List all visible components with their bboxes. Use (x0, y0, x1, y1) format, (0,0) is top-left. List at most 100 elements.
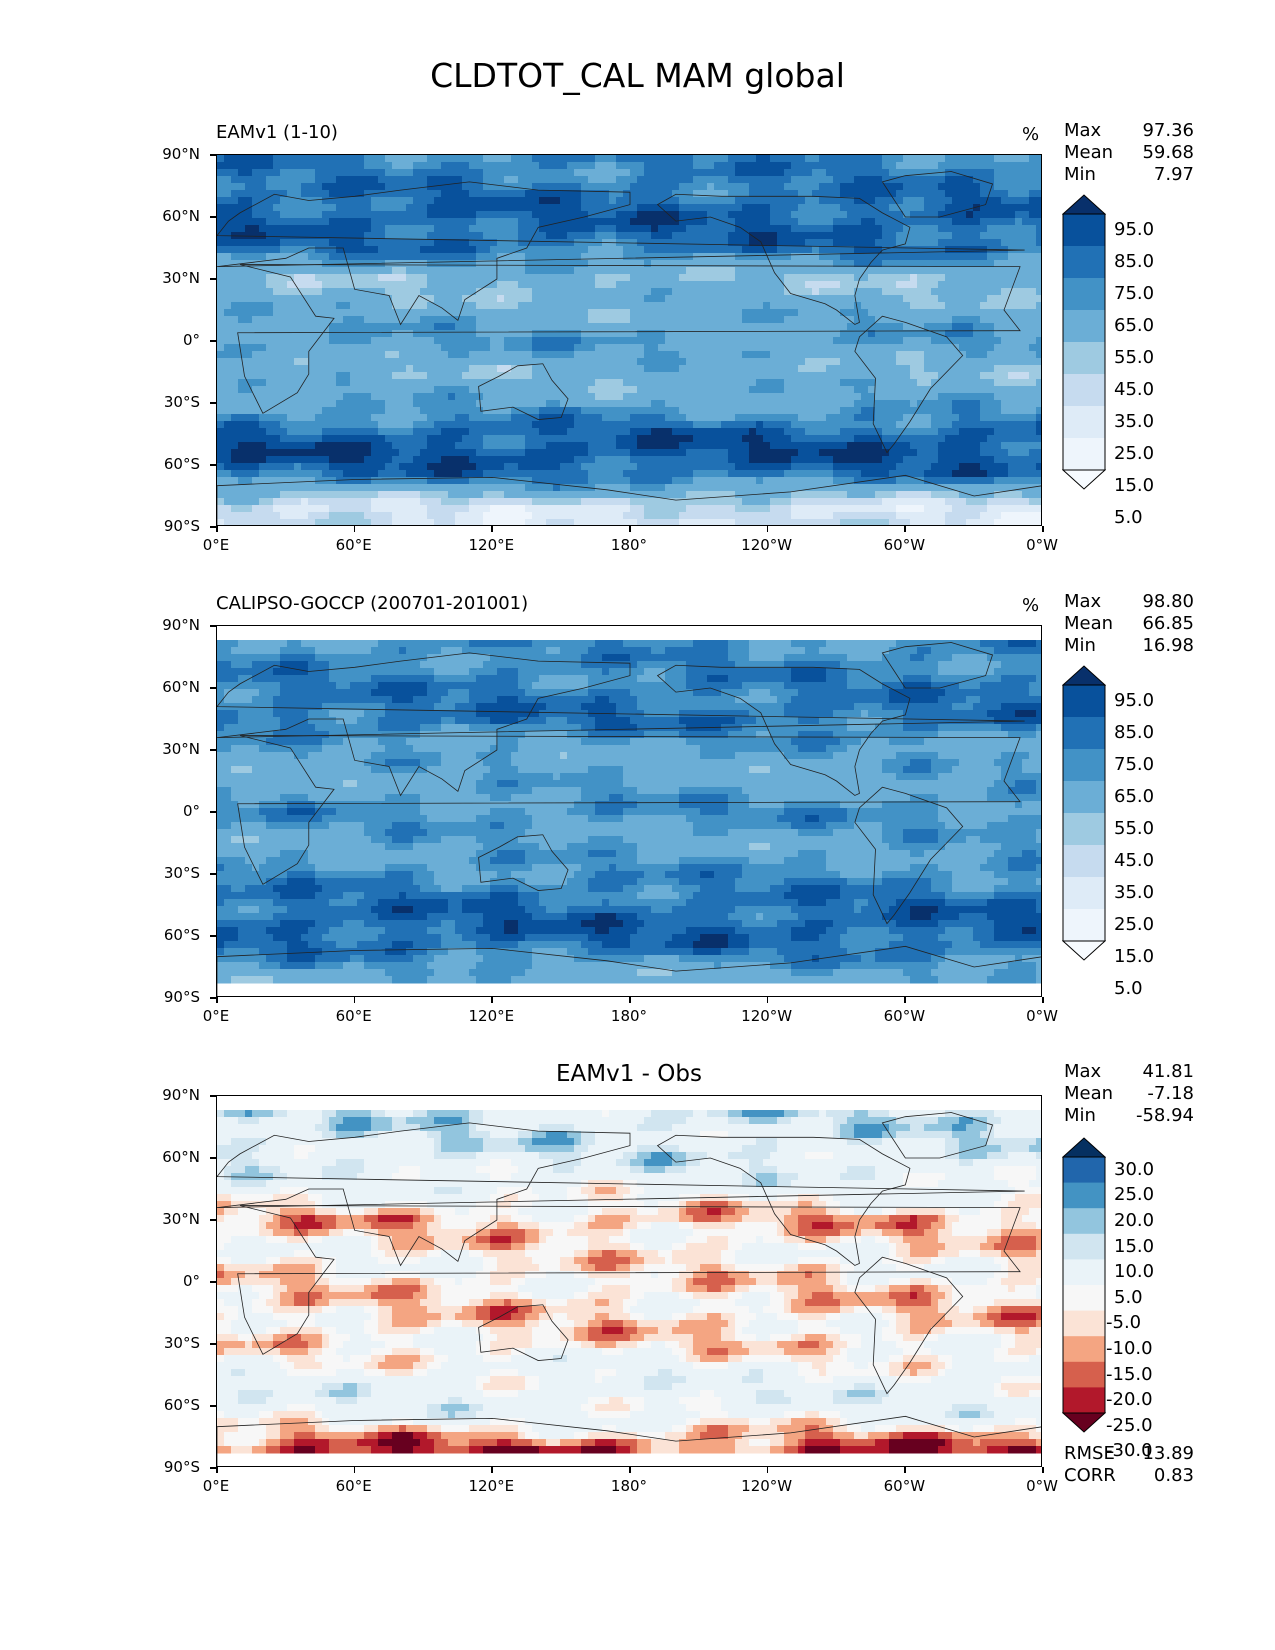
colorbar-outline (1062, 1156, 1106, 1414)
coastline-0 (237, 264, 1021, 414)
colorbar-band (1063, 406, 1105, 439)
coastline-0 (237, 735, 1021, 885)
coastline-6 (217, 474, 1041, 525)
y-tick-mark (210, 464, 216, 466)
coastline-1 (217, 652, 1025, 797)
y-tick-mark (210, 526, 216, 528)
x-tick-mark (904, 526, 906, 532)
x-tick-mark (766, 1467, 769, 1473)
y-tick-label: 30°N (162, 1210, 200, 1228)
colorbar-band (1063, 374, 1105, 407)
y-tick-label: 0° (182, 1272, 200, 1290)
colorbar-tick-label: 95.0 (1114, 690, 1155, 711)
x-tick-mark (353, 1467, 356, 1473)
x-tick-label: 0°W (1026, 1477, 1058, 1495)
y-tick-label: 60°S (163, 926, 200, 944)
colorbar-band (1063, 685, 1105, 718)
map-plot (216, 625, 1042, 997)
coastline-1 (217, 1122, 1025, 1267)
colorbar-band (1063, 438, 1105, 471)
colorbar-tick-label: 85.0 (1114, 722, 1155, 743)
y-tick-mark (210, 402, 216, 404)
colorbar-extend-bottom (1061, 469, 1107, 490)
y-tick-label: 60°S (163, 1396, 200, 1414)
panel-model: EAMv1 (1-10) % Max 97.36 Mean 59.68 Min 7.9… (0, 120, 1275, 590)
colorbar-tick-label: 15.0 (1114, 946, 1155, 967)
y-tick-mark (210, 216, 216, 218)
colorbar-band (1063, 781, 1105, 814)
y-tick-label: 90°S (163, 988, 200, 1006)
colorbar-tick-label: -15.0 (1106, 1363, 1153, 1385)
x-tick-label: 60°W (883, 1477, 926, 1495)
stat-corr: CORR 0.83 (1064, 1465, 1194, 1486)
y-tick-label: 60°S (163, 455, 200, 473)
colorbar-tick-label: 25.0 (1114, 914, 1155, 935)
map-plot (216, 1095, 1042, 1467)
coastline-5 (881, 171, 994, 218)
x-tick-label: 180° (610, 536, 648, 554)
y-tick-label: 60°N (162, 207, 200, 225)
coastline-3 (854, 1256, 964, 1395)
stats-box: Max 97.36 Mean 59.68 Min 7.97 (1064, 120, 1194, 186)
colorbar-band (1063, 1233, 1105, 1260)
colorbar-extend-top (1061, 194, 1107, 215)
x-tick-label: 60°E (335, 536, 372, 554)
y-tick-mark (210, 1219, 216, 1221)
coastline-2 (478, 1304, 569, 1361)
y-tick-mark (210, 278, 216, 280)
colorbar-band (1063, 1387, 1105, 1414)
y-tick-label: 90°N (162, 145, 200, 163)
x-tick-mark (216, 1467, 218, 1473)
colorbar: 95.0 85.0 75.0 65.0 55.0 45.0 35.0 25.0 15.0 5.0 (1061, 665, 1154, 999)
x-tick-mark (216, 997, 218, 1003)
y-tick-mark (210, 154, 216, 156)
colorbar-band (1063, 278, 1105, 311)
colorbar-tick-label: 25.0 (1114, 443, 1155, 464)
panel-title: EAMv1 - Obs (556, 1061, 702, 1087)
x-tick-mark (904, 997, 906, 1003)
colorbar-svg (1061, 665, 1107, 961)
coastline-6 (217, 945, 1041, 996)
x-tick-label: 120°W (741, 1007, 793, 1025)
map-plot (216, 154, 1042, 526)
colorbar-band (1063, 845, 1105, 878)
y-tick-label: 90°S (163, 517, 200, 535)
x-tick-label: 120°E (468, 1477, 515, 1495)
x-tick-label: 120°W (741, 536, 793, 554)
x-tick-label: 0°E (202, 536, 230, 554)
colorbar-band (1063, 877, 1105, 910)
x-tick-mark (353, 997, 356, 1003)
x-tick-label: 0°W (1026, 1007, 1058, 1025)
colorbar-tick-label: -5.0 (1106, 1312, 1142, 1334)
x-tick-label: 60°E (335, 1477, 372, 1495)
panel-obs: CALIPSO-GOCCP (200701-201001) % Max 98.80… (0, 591, 1275, 1061)
colorbar-tick-label: 85.0 (1114, 251, 1155, 272)
coastline-1 (217, 181, 1025, 326)
colorbar-band (1063, 909, 1105, 942)
coastline-5 (881, 1112, 994, 1159)
colorbar-extend-bottom (1061, 1412, 1107, 1433)
colorbar-band (1063, 813, 1105, 846)
x-tick-mark (491, 997, 493, 1003)
panel-unit: % (1022, 124, 1040, 145)
stat-max: Max 97.36 (1064, 120, 1194, 141)
colorbar-band (1063, 342, 1105, 375)
y-tick-label: 90°N (162, 1086, 200, 1104)
x-tick-label: 0°E (202, 1477, 230, 1495)
stat-mean: Mean 66.85 (1064, 613, 1194, 634)
colorbar: 30.0 25.0 20.0 15.0 10.0 5.0 -5.0 -10.0 -15.0 -20… (1061, 1137, 1154, 1461)
y-tick-mark (210, 1281, 216, 1283)
colorbar-band (1063, 1208, 1105, 1235)
colorbar-tick-label: 65.0 (1114, 315, 1155, 336)
colorbar-band (1063, 1336, 1105, 1363)
x-tick-mark (353, 526, 356, 532)
colorbar-tick-label: -25.0 (1106, 1414, 1153, 1436)
stats-box: Max 41.81 Mean -7.18 Min -58.94 (1064, 1061, 1194, 1127)
stat-mean: Mean -7.18 (1064, 1083, 1194, 1104)
panel-label: CALIPSO-GOCCP (200701-201001) (216, 593, 529, 614)
y-tick-label: 60°N (162, 1148, 200, 1166)
colorbar-band (1063, 1361, 1105, 1388)
coastline-6 (217, 1415, 1041, 1466)
colorbar-extend-top (1061, 1137, 1107, 1158)
coastline-0 (237, 1205, 1021, 1355)
